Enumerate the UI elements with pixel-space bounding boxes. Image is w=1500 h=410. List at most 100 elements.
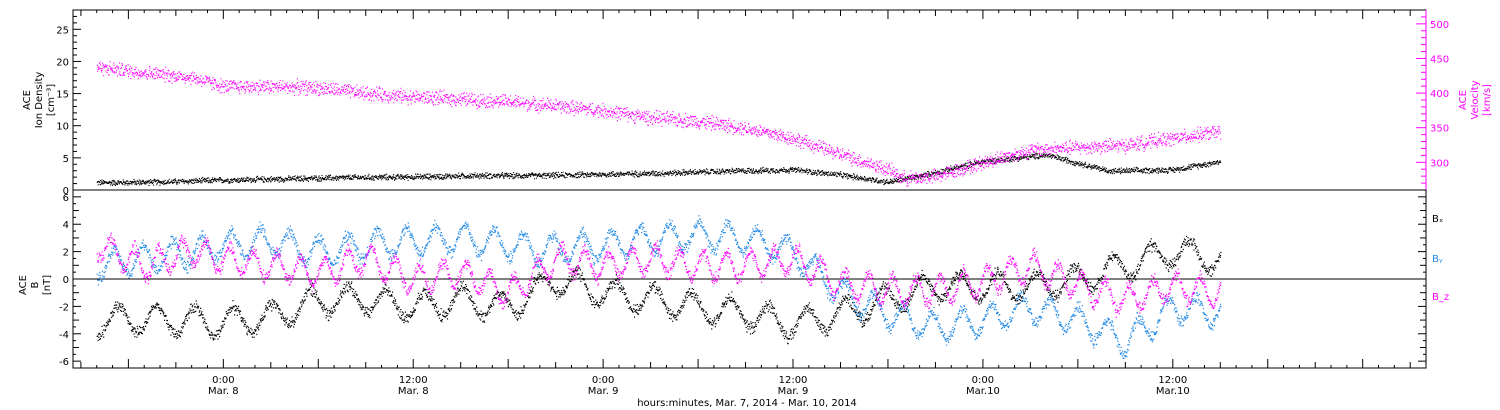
data-point	[243, 82, 245, 84]
data-point	[924, 175, 926, 177]
data-point	[683, 119, 685, 121]
data-point	[1031, 156, 1033, 158]
data-point	[555, 171, 557, 173]
data-point	[334, 83, 336, 85]
data-point	[1107, 170, 1109, 172]
data-point	[1168, 167, 1170, 169]
data-point	[301, 179, 303, 181]
data-point	[303, 175, 305, 177]
data-point	[1116, 171, 1118, 173]
data-point	[363, 99, 365, 101]
data-point	[913, 175, 915, 177]
data-point	[517, 175, 519, 177]
data-point	[717, 120, 719, 122]
data-point	[688, 173, 690, 175]
data-point	[501, 95, 503, 97]
data-point	[554, 176, 556, 178]
data-point	[431, 175, 433, 177]
data-point	[727, 132, 729, 134]
data-point	[106, 64, 108, 66]
data-point	[234, 82, 236, 84]
data-point	[297, 175, 299, 177]
data-point	[295, 179, 297, 181]
data-point	[131, 183, 133, 185]
data-point	[713, 116, 715, 118]
data-point	[1175, 169, 1177, 171]
data-point	[1086, 166, 1088, 168]
data-point	[1037, 158, 1039, 160]
data-point	[372, 94, 374, 96]
data-point	[406, 98, 408, 100]
data-point	[377, 90, 379, 92]
data-point	[478, 104, 480, 106]
data-point	[100, 67, 102, 69]
data-point	[125, 68, 127, 70]
data-point	[112, 70, 114, 72]
data-point	[146, 180, 148, 182]
data-point	[1142, 171, 1144, 173]
data-point	[550, 104, 552, 106]
data-point	[890, 179, 892, 181]
data-point	[238, 87, 240, 89]
data-point	[504, 172, 506, 174]
data-point	[206, 180, 208, 182]
data-point	[1051, 157, 1053, 159]
data-point	[334, 177, 336, 179]
data-point	[616, 113, 618, 115]
data-point	[293, 91, 295, 93]
data-point	[436, 99, 438, 101]
data-point	[461, 97, 463, 99]
data-point	[326, 175, 328, 177]
data-point	[499, 103, 501, 105]
data-point	[569, 173, 571, 175]
data-point	[185, 79, 187, 81]
data-point	[621, 174, 623, 176]
data-point	[1103, 167, 1105, 169]
data-point	[605, 114, 607, 116]
data-point	[678, 114, 680, 116]
data-point	[249, 90, 251, 92]
data-point	[708, 118, 710, 120]
data-point	[249, 178, 251, 180]
data-point	[498, 174, 500, 176]
data-point	[100, 70, 102, 72]
data-point	[254, 88, 256, 90]
data-point	[276, 177, 278, 179]
data-point	[585, 175, 587, 177]
data-point	[150, 73, 152, 75]
data-point	[342, 175, 344, 177]
data-point	[913, 178, 915, 180]
data-point	[618, 108, 620, 110]
data-point	[146, 181, 148, 183]
data-point	[534, 97, 536, 99]
data-point	[707, 171, 709, 173]
data-point	[118, 182, 120, 184]
data-point	[441, 98, 443, 100]
data-point	[343, 85, 345, 87]
data-point	[796, 171, 798, 173]
data-point	[135, 67, 137, 69]
data-point	[411, 175, 413, 177]
data-point	[172, 183, 174, 185]
data-point	[510, 176, 512, 178]
data-point	[1125, 170, 1127, 172]
data-point	[667, 174, 669, 176]
data-point	[235, 83, 237, 85]
data-point	[853, 174, 855, 176]
data-point	[340, 93, 342, 95]
data-point	[451, 94, 453, 96]
data-point	[469, 101, 471, 103]
data-point	[127, 184, 129, 186]
data-point	[699, 121, 701, 123]
data-point	[531, 174, 533, 176]
data-point	[671, 172, 673, 174]
data-point	[531, 172, 533, 174]
data-point	[1127, 171, 1129, 173]
data-point	[127, 70, 129, 72]
data-point	[639, 174, 641, 176]
data-point	[513, 100, 515, 102]
data-point	[720, 125, 722, 127]
data-point	[857, 179, 859, 181]
data-point	[1125, 169, 1127, 171]
data-point	[472, 174, 474, 176]
